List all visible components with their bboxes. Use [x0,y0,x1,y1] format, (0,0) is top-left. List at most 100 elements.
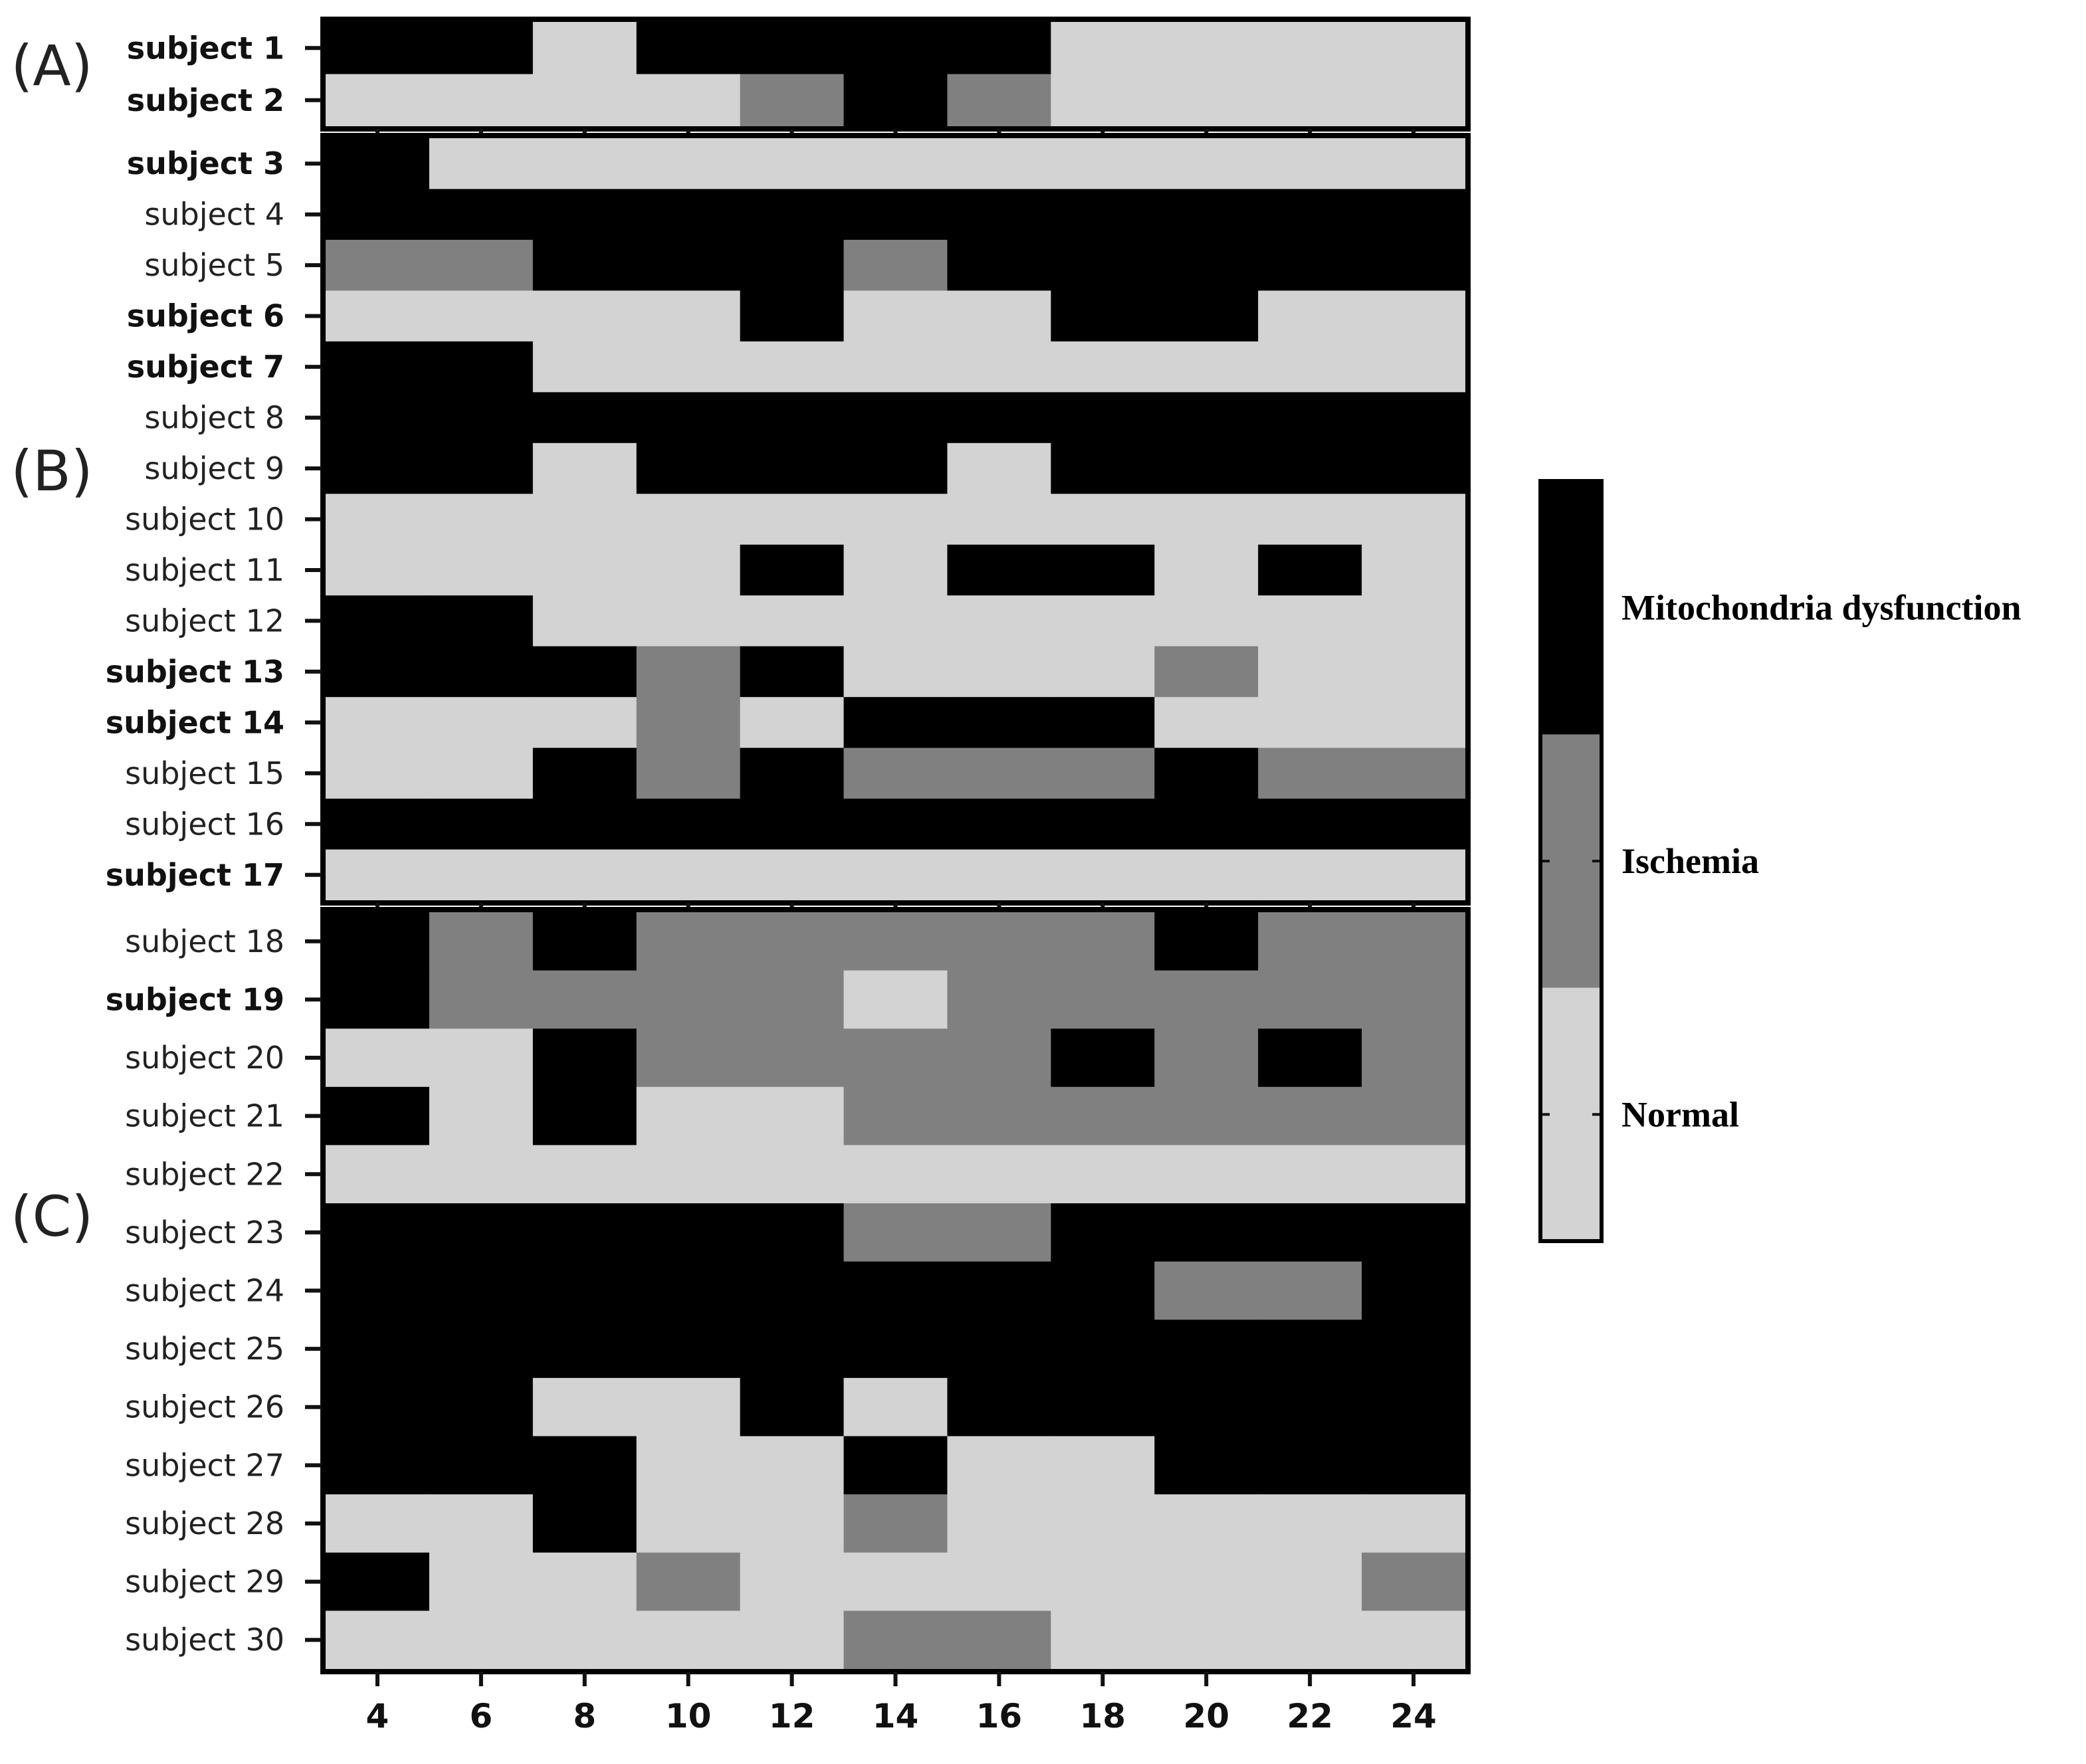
heatmap-cell [1154,442,1259,494]
heatmap-cell [1258,189,1362,241]
heatmap-cell [1154,22,1259,75]
heatmap-cell [843,1261,948,1320]
heatmap-cell [326,1320,430,1379]
heatmap-cell [429,392,534,444]
heatmap-cell [636,341,741,393]
heatmap-cell [636,1320,741,1379]
legend-swatch [1540,734,1602,989]
heatmap-cell [429,544,534,596]
heatmap-cell [740,1552,845,1611]
x-tick-label: 14 [873,1697,919,1735]
heatmap-cell [429,1377,534,1437]
heatmap-cell [947,392,1051,444]
heatmap-cell [429,1261,534,1320]
heatmap-cell [1258,1261,1362,1320]
heatmap-cell [1258,74,1362,127]
heatmap-cell [326,74,430,127]
row-label: subject 28 [125,1506,284,1541]
heatmap-cell [1051,544,1155,596]
heatmap-cell [1362,1029,1466,1088]
panels-layer [320,17,1471,1674]
heatmap-cell [326,1377,430,1437]
heatmap-cell [740,341,845,393]
heatmap-cell [1051,392,1155,444]
heatmap-cell [947,74,1051,127]
heatmap-cell [326,1029,430,1088]
heatmap-cell [636,1377,741,1437]
heatmap-cell [740,747,845,799]
heatmap-cell [636,799,741,850]
heatmap-cell [1051,189,1155,241]
heatmap-cell [740,1029,845,1088]
heatmap-cell [1362,290,1466,342]
row-label: subject 8 [144,400,284,436]
x-tick-label: 16 [976,1697,1023,1735]
heatmap-cell [740,1203,845,1262]
x-tick-label: 22 [1287,1697,1333,1735]
heatmap-cell [636,1203,741,1262]
heatmap-cell [1362,1377,1466,1437]
x-tick-label: 12 [769,1697,815,1735]
heatmap-cell [1154,341,1259,393]
heatmap-cell [843,442,948,494]
heatmap-cell [1051,1086,1155,1146]
heatmap-cell [636,747,741,799]
heatmap-cell [1258,1552,1362,1611]
heatmap-cell [1362,494,1466,545]
heatmap-cell [532,442,637,494]
heatmap-cell [429,22,534,75]
panel-label: (A) [11,33,92,98]
heatmap-cell [532,747,637,799]
heatmap-cell [843,138,948,190]
heatmap-cell [843,1494,948,1553]
heatmap-cell [429,74,534,127]
heatmap-cell [1362,646,1466,698]
heatmap-cell [947,799,1051,850]
heatmap-cell [1258,494,1362,545]
heatmap-cell [1258,239,1362,291]
row-label: subject 15 [125,755,284,791]
heatmap-cell [532,970,637,1029]
heatmap-cell [740,1261,845,1320]
heatmap-cell [1258,290,1362,342]
heatmap-cell [1362,1203,1466,1262]
heatmap-cell [1362,1086,1466,1146]
heatmap-cell [947,341,1051,393]
heatmap-cell [636,74,741,127]
heatmap-cell [636,646,741,698]
heatmap-cell [326,189,430,241]
heatmap-cell [947,544,1051,596]
heatmap-cell [1258,1320,1362,1379]
heatmap-cell [947,1552,1051,1611]
heatmap-cell [843,494,948,545]
heatmap-cell [532,1320,637,1379]
heatmap-cell [1154,1261,1259,1320]
heatmap-cell [947,1261,1051,1320]
heatmap-cell [947,646,1051,698]
heatmap-cell [843,697,948,749]
heatmap-cell [1258,442,1362,494]
heatmap-cell [532,138,637,190]
heatmap-cell [429,970,534,1029]
row-label: subject 30 [125,1622,284,1658]
heatmap-cell [636,1611,741,1670]
heatmap-cell [843,1552,948,1611]
heatmap-cell [1258,646,1362,698]
heatmap-cell [1154,290,1259,342]
heatmap-cell [1258,1377,1362,1437]
heatmap-cell [740,595,845,647]
heatmap-cell [636,849,741,901]
heatmap-cell [532,697,637,749]
heatmap-cell [1258,849,1362,901]
heatmap-cell [1362,595,1466,647]
heatmap-cell [532,22,637,75]
heatmap-cell [740,912,845,971]
heatmap-cell [532,1029,637,1088]
heatmap-cell [532,1436,637,1495]
heatmap-cell [843,74,948,127]
heatmap-cell [740,970,845,1029]
heatmap-cell [947,747,1051,799]
heatmap-cell [1362,189,1466,241]
heatmap-cell [326,1203,430,1262]
heatmap-cell [1362,392,1466,444]
